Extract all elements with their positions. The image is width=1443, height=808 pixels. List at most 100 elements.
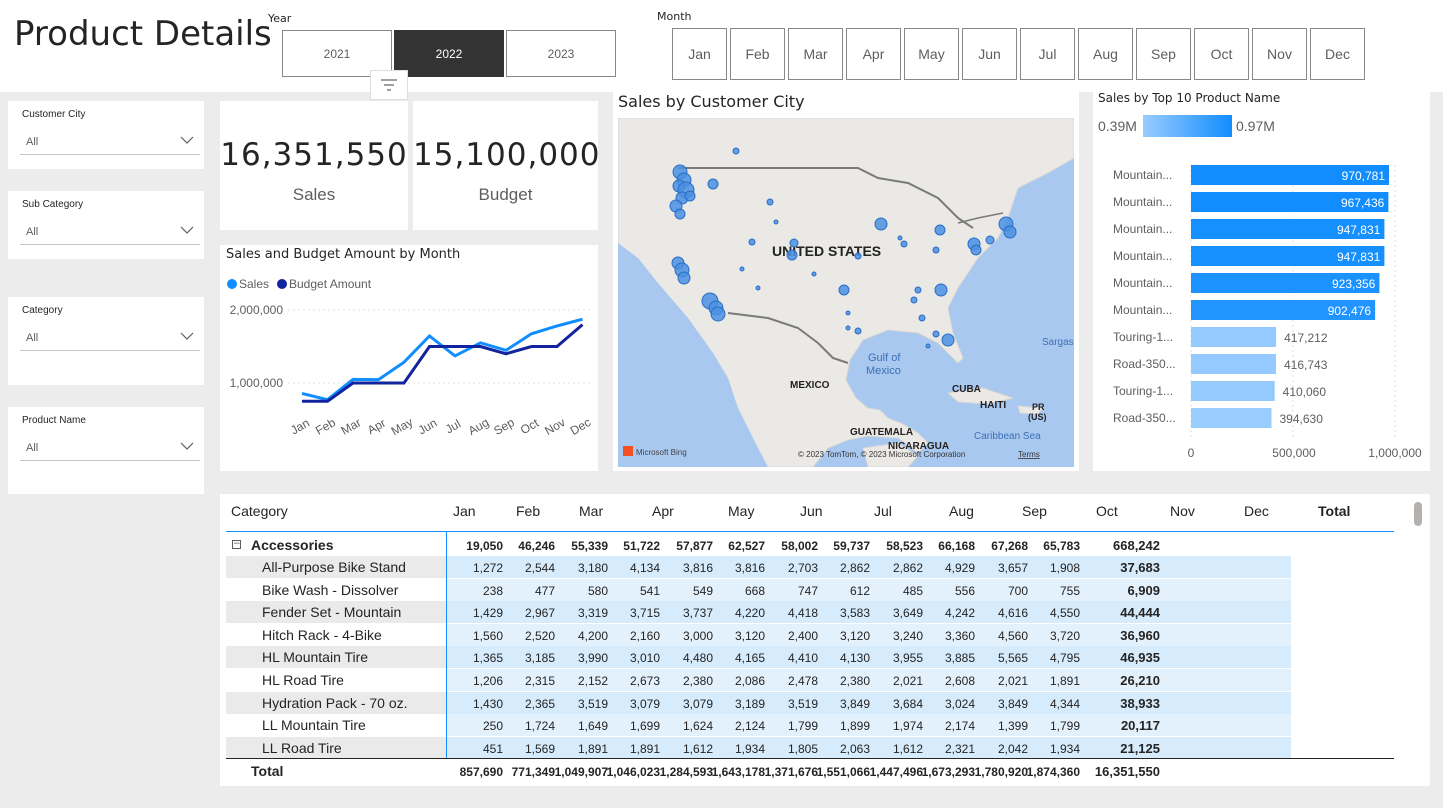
map-bubble[interactable] bbox=[739, 266, 745, 272]
matrix-cell: 1,560 bbox=[472, 628, 503, 643]
matrix-row[interactable]: Hydration Pack - 70 oz. 1,430 2,365 3,519 3,… bbox=[226, 691, 1394, 714]
matrix-scrollbar[interactable] bbox=[1414, 502, 1422, 526]
map-bubble[interactable] bbox=[732, 147, 740, 155]
map-bubble[interactable] bbox=[874, 217, 888, 231]
map-bubble[interactable] bbox=[684, 190, 696, 202]
map-bubble[interactable] bbox=[1003, 225, 1017, 239]
bar[interactable] bbox=[1191, 273, 1380, 293]
line-series-budget[interactable] bbox=[302, 323, 584, 403]
collapse-icon[interactable]: − bbox=[232, 539, 241, 549]
bar[interactable] bbox=[1191, 219, 1385, 239]
map-bubble[interactable] bbox=[811, 271, 817, 277]
month-button-apr[interactable]: Apr bbox=[846, 28, 901, 80]
month-button-aug[interactable]: Aug bbox=[1078, 28, 1133, 80]
month-button-oct[interactable]: Oct bbox=[1194, 28, 1249, 80]
bar[interactable] bbox=[1191, 165, 1389, 185]
matrix-column-header[interactable]: Jul bbox=[874, 503, 892, 519]
matrix-column-header[interactable]: May bbox=[728, 503, 755, 519]
total-divider bbox=[226, 758, 1394, 759]
matrix-column-header[interactable]: Total bbox=[1318, 503, 1351, 519]
map-bubble[interactable] bbox=[985, 235, 995, 245]
matrix-total-row[interactable]: Total 857,690 771,349 1,049,907 1,046,023 1,2… bbox=[226, 760, 1394, 782]
chevron-down-icon bbox=[180, 136, 194, 144]
matrix-column-header[interactable]: Feb bbox=[516, 503, 541, 519]
month-button-jan[interactable]: Jan bbox=[672, 28, 727, 80]
map-bubble[interactable] bbox=[934, 224, 946, 236]
month-button-sep[interactable]: Sep bbox=[1136, 28, 1191, 80]
map-bubble[interactable] bbox=[932, 330, 940, 338]
month-button-mar[interactable]: Mar bbox=[788, 28, 843, 80]
matrix-column-header[interactable]: Sep bbox=[1022, 503, 1047, 519]
map-bubble[interactable] bbox=[900, 240, 908, 248]
map-bubble[interactable] bbox=[773, 219, 779, 225]
matrix-row[interactable]: Hitch Rack - 4-Bike 1,560 2,520 4,200 2,160 3… bbox=[226, 623, 1394, 646]
map-bubble[interactable] bbox=[677, 271, 691, 285]
map-bubble[interactable] bbox=[925, 343, 931, 349]
month-button-jul[interactable]: Jul bbox=[1020, 28, 1075, 80]
bar[interactable] bbox=[1191, 354, 1276, 374]
filter-icon[interactable] bbox=[370, 70, 408, 100]
matrix-column-header[interactable]: Oct bbox=[1096, 503, 1118, 519]
map-bubble[interactable] bbox=[854, 327, 862, 335]
matrix-row[interactable]: Bike Wash - Dissolver 238 477 580 541 549 668 7… bbox=[226, 578, 1394, 601]
map-bubble[interactable] bbox=[845, 325, 851, 331]
bar[interactable] bbox=[1191, 246, 1385, 266]
map-bubble[interactable] bbox=[897, 235, 903, 241]
map-bubble[interactable] bbox=[838, 284, 850, 296]
month-button-jun[interactable]: Jun bbox=[962, 28, 1017, 80]
matrix-cell: 4,134 bbox=[629, 561, 660, 575]
matrix-row[interactable]: HL Road Tire 1,206 2,315 2,152 2,673 2,380 2,0… bbox=[226, 669, 1394, 691]
map-bubble[interactable] bbox=[710, 306, 726, 322]
month-button-feb[interactable]: Feb bbox=[730, 28, 785, 80]
matrix-row[interactable]: Fender Set - Mountain 1,429 2,967 3,319 3,71… bbox=[226, 601, 1394, 624]
matrix-cell: 3,010 bbox=[629, 651, 660, 666]
month-button-dec[interactable]: Dec bbox=[1310, 28, 1365, 80]
bar[interactable] bbox=[1191, 408, 1272, 428]
map-bubble[interactable] bbox=[854, 252, 862, 260]
map-bubble[interactable] bbox=[941, 333, 955, 347]
map-bubble[interactable] bbox=[845, 310, 851, 316]
map-bubble[interactable] bbox=[970, 244, 982, 256]
matrix-column-header[interactable]: Nov bbox=[1170, 503, 1195, 519]
map-bubble[interactable] bbox=[786, 249, 798, 261]
bar[interactable] bbox=[1191, 381, 1275, 401]
map-bubble[interactable] bbox=[707, 178, 719, 190]
map-bubble[interactable] bbox=[934, 283, 948, 297]
matrix-column-header[interactable]: Aug bbox=[949, 503, 974, 519]
map-terms-link[interactable]: Terms bbox=[1018, 450, 1040, 459]
matrix-column-header[interactable]: Dec bbox=[1244, 503, 1269, 519]
bar[interactable] bbox=[1191, 300, 1376, 320]
product-name-dropdown[interactable]: All bbox=[20, 435, 200, 461]
matrix-cell: 65,783 bbox=[1043, 539, 1080, 553]
map-bubble[interactable] bbox=[910, 296, 918, 304]
map-bubble[interactable] bbox=[914, 286, 922, 294]
year-button-2022[interactable]: 2022 bbox=[394, 30, 504, 77]
map-bubble[interactable] bbox=[766, 198, 774, 206]
month-button-nov[interactable]: Nov bbox=[1252, 28, 1307, 80]
matrix-column-header[interactable]: Category bbox=[231, 503, 288, 519]
matrix-column-header[interactable]: Mar bbox=[579, 503, 604, 519]
matrix-column-header[interactable]: Apr bbox=[652, 503, 674, 519]
map-bubble[interactable] bbox=[932, 246, 940, 254]
map-bubble[interactable] bbox=[748, 238, 756, 246]
matrix-column-header[interactable]: Jun bbox=[800, 503, 823, 519]
matrix-row[interactable]: All-Purpose Bike Stand 1,272 2,544 3,180 4,1… bbox=[226, 556, 1394, 578]
map-bubble[interactable] bbox=[789, 238, 799, 248]
map-bubble[interactable] bbox=[755, 285, 761, 291]
sub-category-dropdown[interactable]: All bbox=[20, 219, 200, 245]
matrix-row[interactable]: LL Mountain Tire 250 1,724 1,649 1,699 1,624 2… bbox=[226, 714, 1394, 737]
map-bubble[interactable] bbox=[918, 314, 926, 322]
us-map[interactable]: UNITED STATES MEXICO Gulf of Mexico CUBA… bbox=[618, 118, 1074, 467]
map-bubble[interactable] bbox=[674, 208, 686, 220]
customer-city-dropdown[interactable]: All bbox=[20, 129, 200, 155]
bar[interactable] bbox=[1191, 192, 1389, 212]
bar[interactable] bbox=[1191, 327, 1277, 347]
matrix-group-row[interactable]: − Accessories 19,050 46,246 55,339 51,722 57,8… bbox=[226, 534, 1394, 556]
matrix-column-header[interactable]: Jan bbox=[453, 503, 476, 519]
year-button-2023[interactable]: 2023 bbox=[506, 30, 616, 77]
category-dropdown[interactable]: All bbox=[20, 325, 200, 351]
matrix-row[interactable]: HL Mountain Tire 1,365 3,185 3,990 3,010 4,48… bbox=[226, 646, 1394, 669]
matrix-row[interactable]: LL Road Tire 451 1,569 1,891 1,891 1,612 1,934… bbox=[226, 736, 1394, 759]
year-button-2021[interactable]: 2021 bbox=[282, 30, 392, 77]
month-button-may[interactable]: May bbox=[904, 28, 959, 80]
